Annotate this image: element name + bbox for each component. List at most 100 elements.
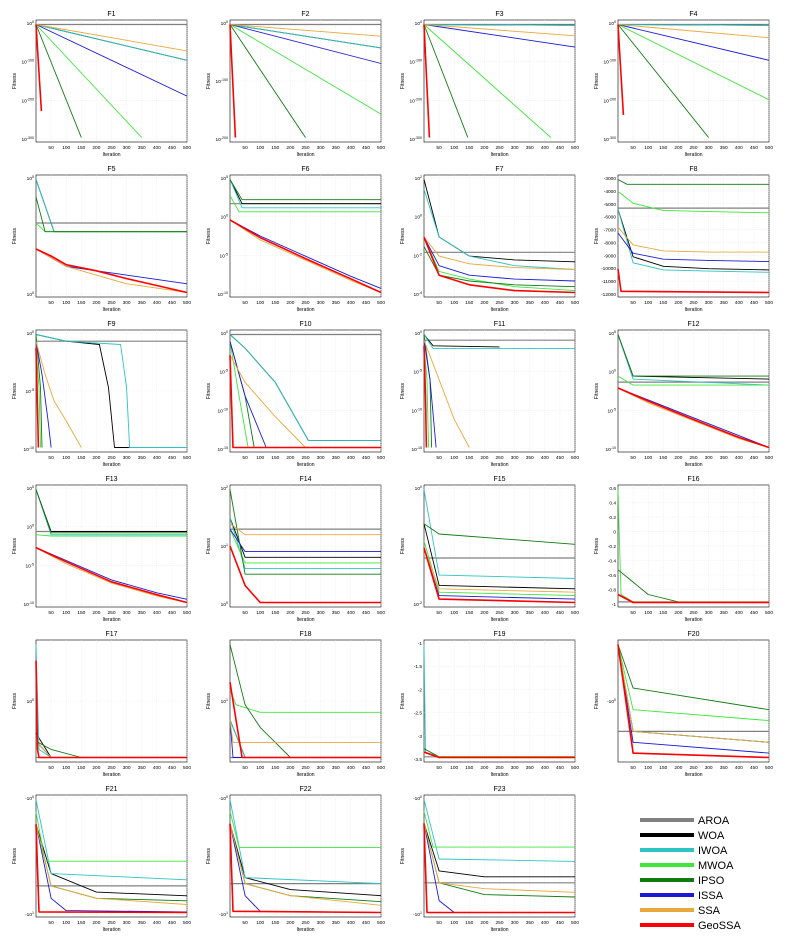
y-tick-label: 10-5 — [25, 388, 34, 395]
series-line-ipso — [617, 334, 769, 377]
x-tick-label: 450 — [362, 610, 370, 616]
x-tick-label: 100 — [256, 145, 264, 151]
y-tick-label: -4000 — [604, 189, 617, 195]
x-tick-label: 150 — [659, 455, 667, 461]
series-line-issa — [35, 824, 188, 913]
y-tick-label: 100 — [27, 524, 34, 531]
x-tick-label: 300 — [705, 455, 713, 461]
chart-f20: F20 50 100 150 200 250 300 350 400 450 500 -100 Iter… — [594, 631, 773, 778]
y-tick-label: 10-10 — [217, 291, 228, 298]
x-tick-label: 100 — [62, 300, 70, 306]
x-tick-label: 100 — [256, 920, 264, 926]
x-tick-label: 250 — [495, 610, 503, 616]
series-line-issa — [229, 24, 382, 64]
x-tick-label: 350 — [332, 920, 340, 926]
x-tick-label: 400 — [153, 765, 161, 771]
x-tick-label: 400 — [735, 300, 743, 306]
x-tick-label: 500 — [571, 920, 579, 926]
series-line-ssa — [423, 340, 470, 448]
y-tick-label: 102 — [415, 175, 422, 182]
x-tick-label: 200 — [480, 920, 488, 926]
x-tick-label: 200 — [286, 920, 294, 926]
x-tick-label: 400 — [735, 765, 743, 771]
x-tick-label: 100 — [62, 455, 70, 461]
x-tick-label: 300 — [511, 455, 519, 461]
x-tick-label: 100 — [450, 300, 458, 306]
x-tick-label: 50 — [436, 765, 442, 771]
y-tick-label: 10-10 — [217, 407, 228, 414]
x-axis-label: Iteration — [102, 152, 120, 158]
series-line-issa — [229, 528, 381, 553]
series-line-mwoa — [423, 811, 575, 848]
x-tick-label: 100 — [450, 455, 458, 461]
y-tick-label: -3.5 — [414, 757, 423, 763]
series-line-issa — [617, 24, 770, 61]
series-line-iwoa — [229, 799, 382, 885]
y-tick-label: 10-100 — [215, 78, 228, 85]
x-tick-label: 250 — [301, 610, 309, 616]
chart-f7: F7 50 100 150 200 250 300 350 400 450 500 102 100 10-… — [400, 166, 579, 313]
x-tick-label: 500 — [183, 145, 191, 151]
x-tick-label: 300 — [123, 455, 131, 461]
chart-title: F14 — [299, 476, 311, 483]
chart-f2: F2 50 100 150 200 250 300 350 400 450 500 100 10-100… — [206, 11, 385, 158]
series-line-ssa — [229, 719, 381, 743]
x-tick-label: 150 — [465, 455, 473, 461]
x-tick-label: 300 — [123, 145, 131, 151]
x-tick-label: 200 — [480, 455, 488, 461]
x-tick-label: 400 — [541, 920, 549, 926]
x-tick-label: 150 — [659, 610, 667, 616]
series-line-woa — [617, 209, 770, 271]
x-tick-label: 350 — [138, 765, 146, 771]
y-tick-label: -100 — [25, 795, 34, 802]
x-tick-label: 200 — [480, 145, 488, 151]
y-tick-label: 10-200 — [215, 136, 228, 143]
y-tick-label: -0.6 — [608, 573, 617, 579]
x-tick-label: 200 — [674, 765, 682, 771]
y-tick-label: -6000 — [604, 215, 617, 221]
y-tick-label: 100 — [27, 20, 34, 27]
series-line-mwoa — [423, 236, 576, 292]
series-line-iwoa — [35, 799, 188, 881]
y-tick-label: 10-300 — [603, 136, 616, 143]
x-tick-label: 400 — [347, 300, 355, 306]
series-line-ipso — [35, 334, 43, 448]
x-tick-label: 200 — [92, 300, 100, 306]
y-axis-label: Fitness — [206, 847, 212, 864]
series-line-geossa — [423, 823, 575, 914]
x-tick-label: 50 — [436, 920, 442, 926]
series-line-ipso — [423, 24, 469, 138]
x-tick-label: 50 — [436, 300, 442, 306]
legend-label: GeoSSA — [698, 920, 741, 932]
x-tick-label: 100 — [644, 300, 652, 306]
y-axis-label: Fitness — [12, 847, 18, 864]
x-tick-label: 250 — [495, 145, 503, 151]
chart-f22: F22 50 100 150 200 250 300 350 400 450 500 -100 -101… — [206, 786, 385, 933]
x-axis-label: Iteration — [102, 462, 120, 468]
y-axis-label: Fitness — [400, 382, 406, 399]
x-tick-label: 250 — [689, 300, 697, 306]
y-axis-label: Fitness — [400, 537, 406, 554]
series-line-mwoa — [423, 24, 552, 138]
series-line-ssa — [423, 823, 576, 893]
x-tick-label: 300 — [511, 765, 519, 771]
x-tick-label: 350 — [526, 610, 534, 616]
x-tick-label: 200 — [480, 300, 488, 306]
chart-title: F18 — [299, 631, 311, 638]
series-line-ssa — [423, 547, 576, 593]
series-line-ipso — [229, 179, 381, 201]
chart-f23: F23 50 100 150 200 250 300 350 400 450 500 -100 -101… — [400, 786, 579, 933]
x-tick-label: 100 — [256, 300, 264, 306]
y-axis-label: Fitness — [400, 692, 406, 709]
series-line-issa — [423, 340, 437, 448]
series-line-ipso — [229, 24, 306, 138]
x-axis-label: Iteration — [490, 772, 508, 778]
series-line-geossa — [423, 751, 575, 759]
x-tick-label: 250 — [495, 455, 503, 461]
x-tick-label: 400 — [541, 610, 549, 616]
y-tick-label: -0.2 — [608, 544, 617, 550]
y-tick-label: 100 — [27, 291, 34, 298]
x-tick-label: 100 — [256, 765, 264, 771]
x-tick-label: 350 — [332, 610, 340, 616]
x-tick-label: 350 — [526, 300, 534, 306]
